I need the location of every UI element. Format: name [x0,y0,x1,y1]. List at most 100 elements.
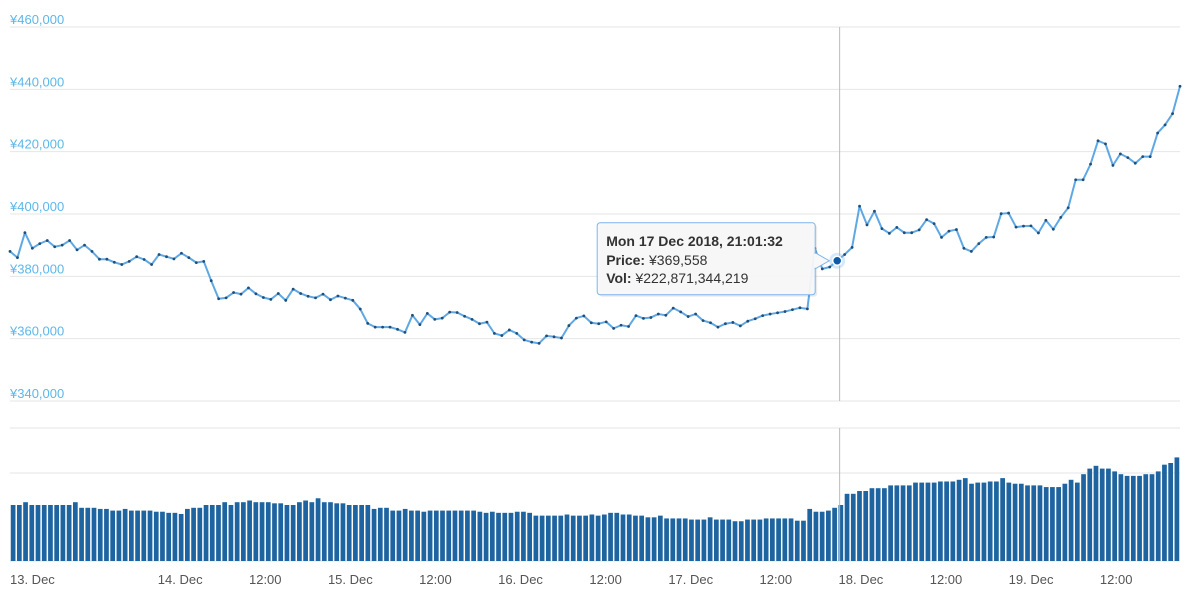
price-point[interactable] [276,292,280,295]
price-point[interactable] [940,235,943,239]
price-point[interactable] [150,263,153,266]
price-point[interactable] [1007,211,1010,215]
price-point[interactable] [135,255,139,259]
price-point[interactable] [977,242,981,246]
price-point[interactable] [552,335,556,339]
price-point[interactable] [83,243,86,247]
price-series[interactable] [8,84,1182,345]
price-point[interactable] [433,317,437,321]
price-point[interactable] [873,209,876,213]
price-point[interactable] [820,267,824,271]
price-point[interactable] [90,250,94,253]
price-point[interactable] [560,336,563,340]
price-point[interactable] [269,298,273,301]
price-point[interactable] [1051,227,1055,231]
price-point[interactable] [351,298,355,302]
price-point[interactable] [75,248,79,252]
price-point[interactable] [1141,155,1145,159]
price-point[interactable] [716,325,720,329]
price-point[interactable] [299,292,303,295]
price-point[interactable] [649,316,653,319]
price-point[interactable] [418,323,422,327]
price-point[interactable] [1171,112,1174,116]
price-point[interactable] [448,310,452,314]
price-point[interactable] [537,341,541,345]
price-point[interactable] [314,296,317,300]
price-point[interactable] [485,320,489,324]
price-point[interactable] [1022,224,1025,228]
price-point[interactable] [284,298,288,302]
price-point[interactable] [247,286,250,290]
price-point[interactable] [753,317,757,321]
price-point[interactable] [30,246,34,250]
price-point[interactable] [1081,178,1085,182]
price-point[interactable] [23,231,27,235]
price-point[interactable] [1066,206,1070,210]
price-point[interactable] [858,204,861,208]
price-point[interactable] [1089,162,1092,166]
price-point[interactable] [545,334,548,338]
price-point[interactable] [1163,123,1167,127]
price-point[interactable] [1111,163,1115,167]
price-point[interactable] [172,257,176,261]
price-point[interactable] [1029,224,1033,228]
price-point[interactable] [597,322,601,326]
price-point[interactable] [180,251,183,255]
price-point[interactable] [902,231,906,235]
price-point[interactable] [634,314,638,317]
price-point[interactable] [105,257,109,261]
price-point[interactable] [411,313,414,317]
price-point[interactable] [112,260,116,264]
price-point[interactable] [1074,178,1078,182]
price-point[interactable] [694,312,698,316]
price-point[interactable] [1156,131,1160,135]
price-point[interactable] [791,308,794,312]
price-point[interactable] [98,257,101,261]
price-point[interactable] [381,325,385,329]
price-point[interactable] [724,322,727,326]
price-point[interactable] [686,315,690,318]
price-point[interactable] [1014,225,1018,229]
price-point[interactable] [306,294,310,298]
price-point[interactable] [969,250,973,253]
price-point[interactable] [910,231,914,235]
price-point[interactable] [530,340,534,344]
price-point[interactable] [202,259,206,263]
price-point[interactable] [679,310,683,314]
price-point[interactable] [500,334,504,337]
price-point[interactable] [366,321,370,325]
price-point[interactable] [321,292,325,296]
price-point[interactable] [895,226,899,229]
price-point[interactable] [805,307,809,311]
price-point[interactable] [1148,155,1152,159]
price-point[interactable] [642,317,645,320]
price-point[interactable] [38,242,42,246]
price-point[interactable] [798,306,802,310]
price-point[interactable] [507,328,511,332]
price-point[interactable] [463,314,466,318]
price-point[interactable] [768,312,772,316]
price-point[interactable] [60,243,64,247]
price-point[interactable] [612,326,616,330]
price-point[interactable] [932,222,936,226]
price-point[interactable] [403,331,407,334]
price-point[interactable] [16,256,19,260]
price-point[interactable] [1096,139,1100,143]
price-point[interactable] [709,321,712,325]
price-point[interactable] [1178,84,1182,88]
price-point[interactable] [336,294,340,298]
price-point[interactable] [127,259,131,263]
price-point[interactable] [671,306,675,310]
price-point[interactable] [194,261,198,265]
price-point[interactable] [962,246,966,250]
price-point[interactable] [53,245,57,249]
price-point[interactable] [880,227,884,231]
price-point[interactable] [619,323,623,327]
price-point[interactable] [947,229,951,233]
price-point[interactable] [925,218,929,222]
price-point[interactable] [843,253,847,256]
price-point[interactable] [776,311,779,315]
price-point[interactable] [291,287,295,291]
price-point[interactable] [567,324,571,327]
price-point[interactable] [232,291,235,294]
